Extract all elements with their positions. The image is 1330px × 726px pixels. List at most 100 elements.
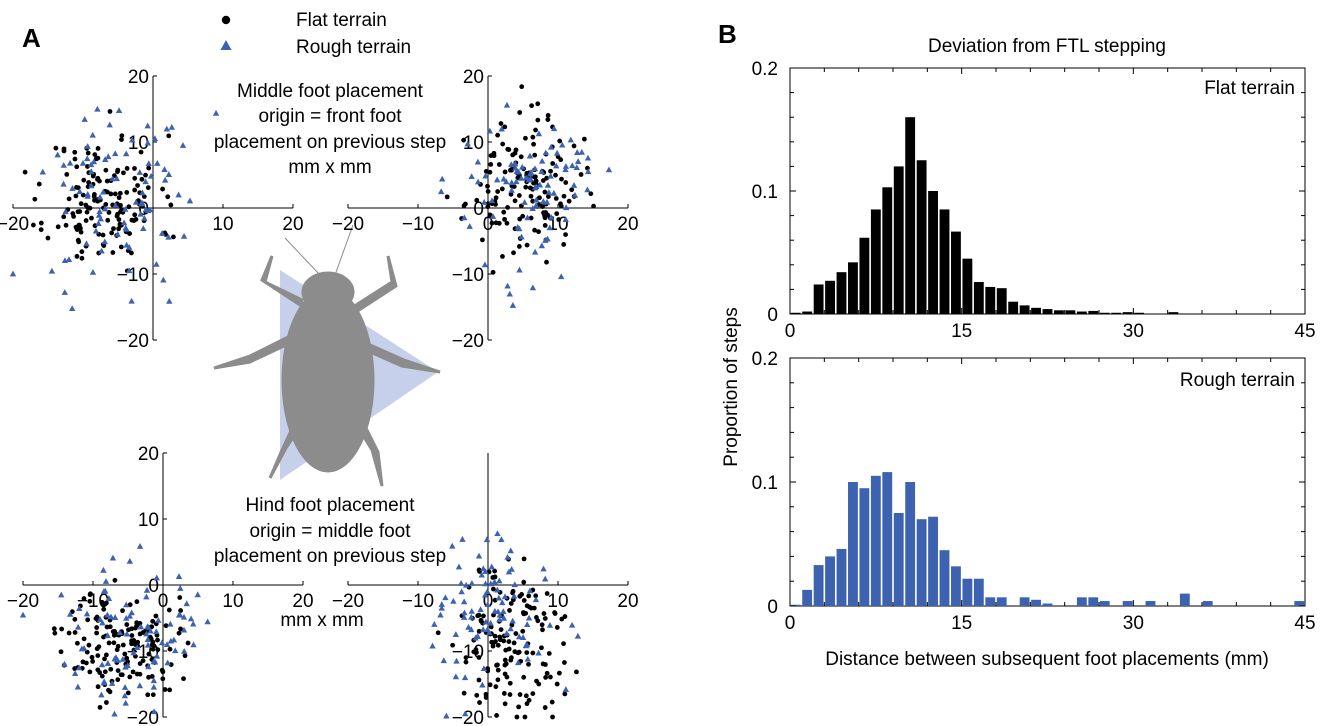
rough-point <box>60 161 67 168</box>
rough-point <box>137 210 144 217</box>
flat-point <box>562 691 568 697</box>
bar <box>1019 597 1030 606</box>
flat-point <box>578 172 584 177</box>
rough-point <box>486 127 494 134</box>
flat-point <box>84 209 90 215</box>
rough-point <box>165 233 172 240</box>
rough-point <box>503 630 510 637</box>
flat-point <box>481 613 486 619</box>
x-tick-label: 0 <box>785 613 796 634</box>
flat-point <box>532 227 538 233</box>
flat-point <box>536 681 542 687</box>
flat-point <box>107 689 113 695</box>
rough-point <box>498 125 505 132</box>
flat-point <box>494 713 500 718</box>
rough-point <box>559 141 566 148</box>
flat-point <box>523 693 529 699</box>
flat-point <box>545 117 551 122</box>
rough-point <box>484 601 491 608</box>
bar <box>790 604 801 606</box>
flat-point <box>108 666 114 672</box>
flat-point <box>502 662 508 668</box>
flat-point <box>127 602 133 608</box>
flat-point <box>532 174 537 180</box>
histogram-rough: 0 15 30 45 0 0.1 0.2 Rough terrain <box>752 349 1316 634</box>
rough-point <box>494 586 501 593</box>
rough-point <box>194 591 201 598</box>
flat-point <box>530 691 536 696</box>
bar <box>1168 312 1179 314</box>
rough-point <box>550 189 558 196</box>
bar <box>1054 310 1064 314</box>
flat-point <box>149 673 155 679</box>
histogram-xlabel: Distance between subsequent foot placeme… <box>825 649 1269 670</box>
rough-point <box>480 665 488 671</box>
rough-point <box>538 242 546 249</box>
rough-point <box>498 536 505 543</box>
flat-point <box>22 169 28 175</box>
flat-point <box>591 203 596 209</box>
flat-point <box>92 152 98 157</box>
rough-point <box>481 261 489 268</box>
rough-point <box>507 547 514 554</box>
flat-point <box>116 195 122 201</box>
rough-point <box>112 201 119 208</box>
rough-point <box>507 625 514 632</box>
flat-point <box>516 244 522 249</box>
flat-point <box>146 651 152 657</box>
flat-point <box>537 195 542 201</box>
y-tick-label: 0.1 <box>752 473 778 494</box>
flat-point <box>119 133 125 139</box>
rough-point <box>480 565 487 572</box>
rough-point <box>531 165 539 172</box>
rough-point <box>516 266 523 273</box>
bar <box>1099 312 1110 314</box>
bar <box>882 472 893 606</box>
rough-point <box>605 166 613 173</box>
rough-point <box>500 608 507 615</box>
flat-point <box>540 178 546 183</box>
y-tick-label: 0 <box>148 576 159 597</box>
rough-point <box>83 240 90 247</box>
flat-point <box>543 675 549 680</box>
rough-point <box>562 166 569 173</box>
rough-point <box>87 161 95 168</box>
middle-annotation-line-4: mm x mm <box>288 157 371 178</box>
rough-point <box>516 225 523 232</box>
flat-point <box>59 626 65 632</box>
flat-point <box>89 654 95 660</box>
rough-point <box>180 232 188 239</box>
flat-point <box>476 567 482 573</box>
rough-point <box>104 660 112 666</box>
rough-point <box>529 205 536 212</box>
x-tick-label: −10 <box>402 591 434 612</box>
flat-point <box>111 226 116 232</box>
bar <box>802 589 813 606</box>
rough-point <box>584 154 592 161</box>
rough-point <box>167 620 174 627</box>
rough-point <box>126 557 134 564</box>
rough-point <box>102 578 110 584</box>
flat-point <box>165 194 171 200</box>
flat-point <box>155 637 160 643</box>
flat-point <box>87 205 93 211</box>
flat-point <box>116 226 122 232</box>
rough-point <box>509 617 516 624</box>
flat-point <box>498 627 504 633</box>
flat-point <box>485 183 490 189</box>
flat-point <box>552 611 558 616</box>
bar <box>1134 312 1144 314</box>
flat-point <box>83 218 89 223</box>
rough-point <box>144 636 151 642</box>
rough-point <box>84 192 91 199</box>
rough-point <box>122 150 130 157</box>
flat-point <box>66 630 72 636</box>
rough-point <box>106 121 113 128</box>
flat-point <box>497 634 503 640</box>
flat-point <box>61 214 67 220</box>
rough-point <box>136 169 143 175</box>
rough-point <box>464 140 471 147</box>
flat-point <box>531 605 537 611</box>
bar <box>893 513 904 606</box>
flat-point <box>128 250 134 256</box>
